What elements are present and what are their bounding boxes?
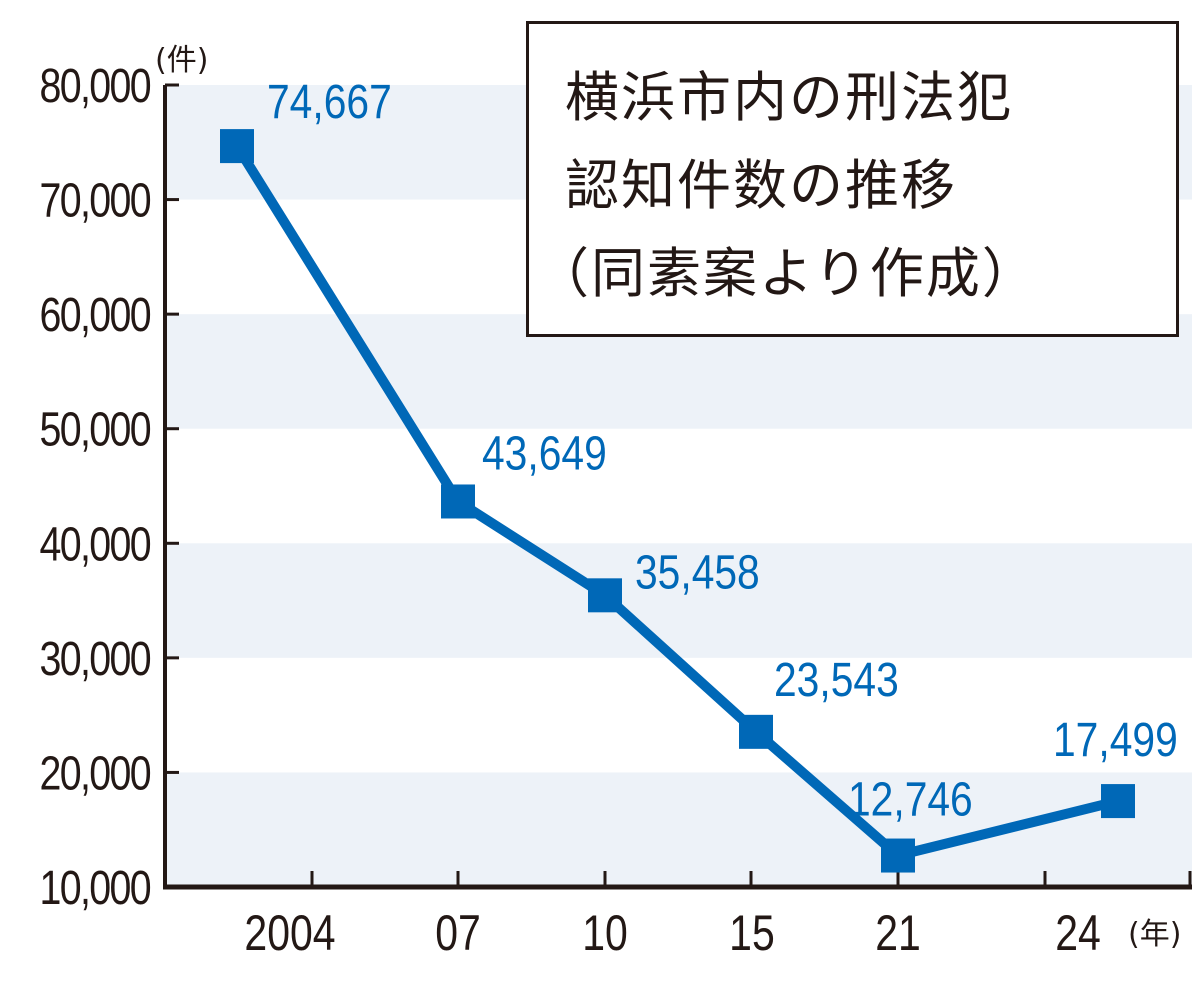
x-tick-label: 21 (875, 905, 921, 961)
data-label: 12,746 (848, 774, 973, 827)
y-tick-label: 40,000 (39, 518, 150, 572)
x-tick-label: 15 (729, 905, 775, 961)
chart-title-line-2: 認知件数の推移 (565, 154, 957, 217)
data-label: 35,458 (635, 546, 760, 599)
y-tick-label: 30,000 (39, 632, 150, 686)
chart-title-source: （同素案より作成） (535, 242, 1038, 305)
y-tick-label: 50,000 (39, 403, 150, 457)
data-label: 23,543 (774, 654, 899, 707)
x-tick-label: 2004 (244, 905, 335, 961)
y-tick-label: 70,000 (39, 174, 150, 228)
data-label: 74,667 (267, 76, 392, 129)
x-tick-label: 24 (1055, 905, 1101, 961)
x-axis-unit: (年) (1128, 917, 1181, 952)
y-tick-label: 60,000 (39, 288, 150, 342)
x-tick-label: 07 (435, 905, 481, 961)
series-line (232, 143, 1120, 861)
chart-title-line-1: 横浜市内の刑法犯 (565, 66, 1013, 129)
y-tick-label: 10,000 (39, 861, 150, 915)
y-tick-label: 80,000 (39, 59, 150, 113)
x-tick-label: 10 (582, 905, 628, 961)
data-point-marker (1101, 784, 1135, 819)
data-label: 43,649 (482, 427, 607, 480)
data-point-marker (220, 129, 254, 164)
chart-title-box: 横浜市内の刑法犯 認知件数の推移 （同素案より作成） (526, 21, 1179, 337)
data-point-marker (588, 578, 622, 613)
data-label: 17,499 (1053, 714, 1178, 767)
data-point-marker (881, 838, 915, 873)
y-axis-unit: (件) (155, 43, 208, 78)
data-point-marker (441, 484, 475, 519)
y-tick-label: 20,000 (39, 747, 150, 801)
grid-band (165, 543, 1192, 658)
data-point-marker (739, 714, 773, 749)
grid-band (165, 772, 1192, 887)
